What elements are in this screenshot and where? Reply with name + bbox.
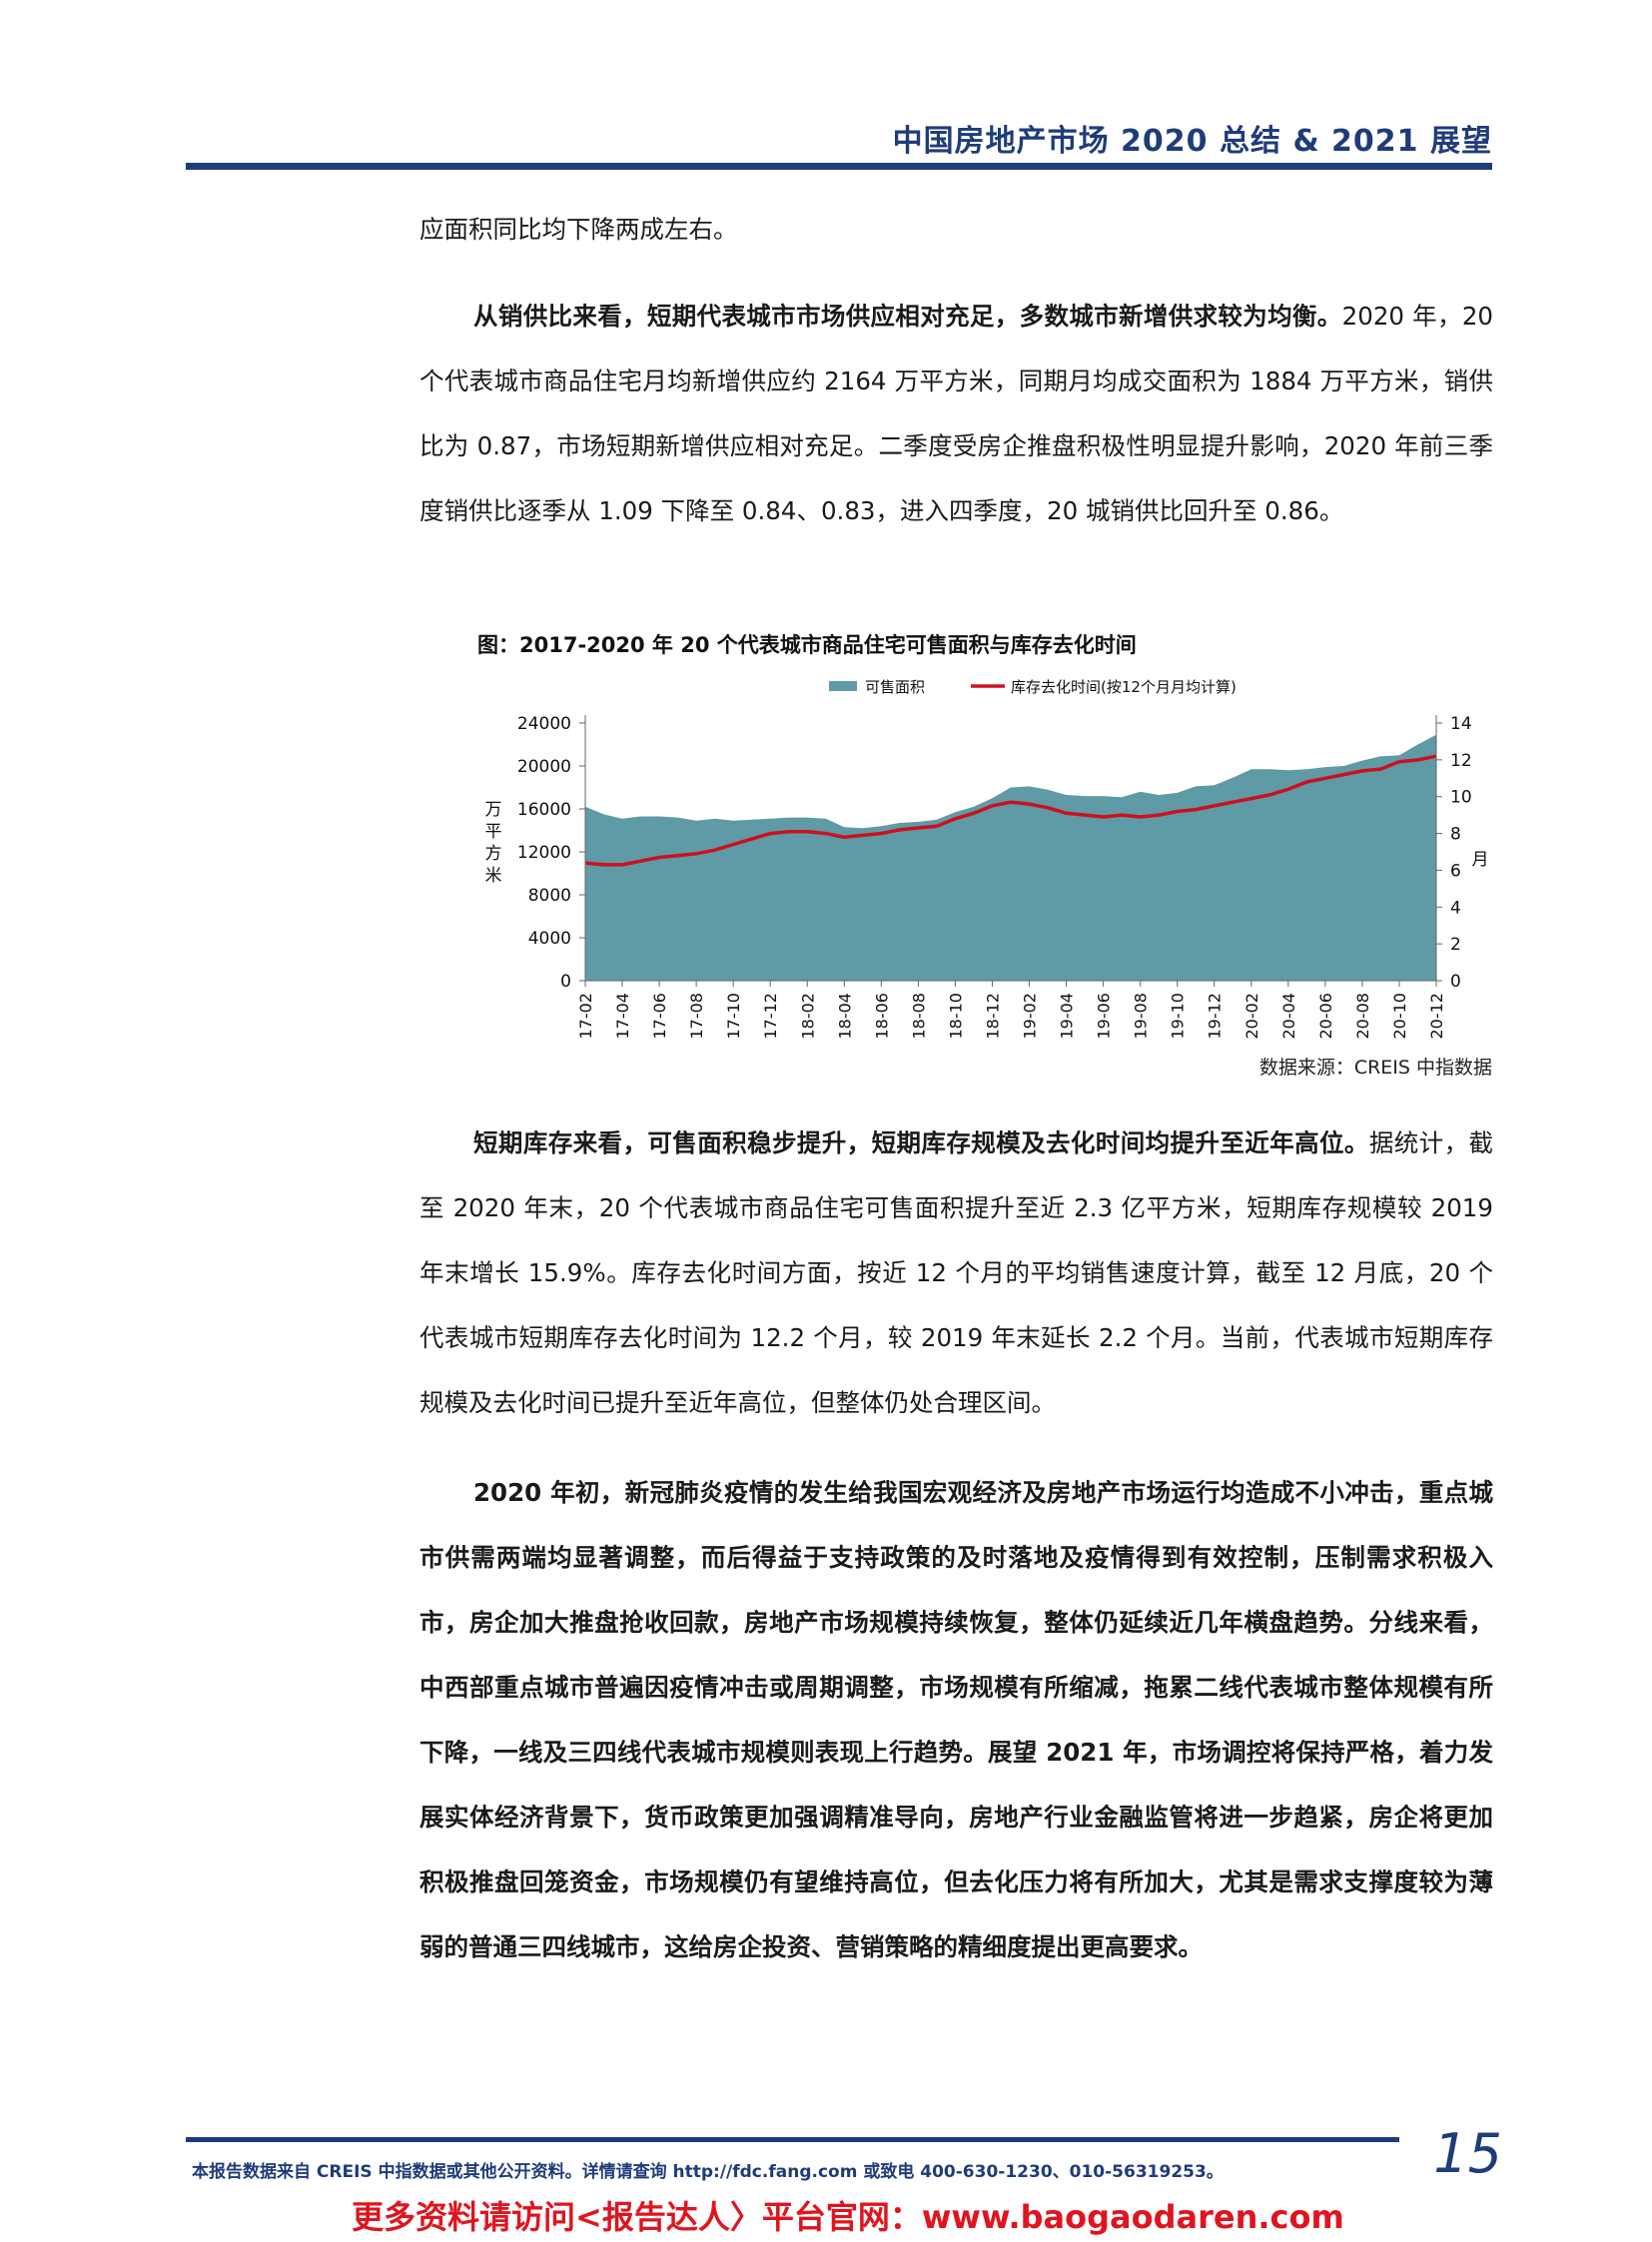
footer-note: 本报告数据来自 CREIS 中指数据或其他公开资料。详情请查询 http://f… — [192, 2162, 1224, 2182]
left-tick-label: 24000 — [517, 714, 571, 734]
left-tick-label: 12000 — [517, 843, 571, 863]
right-tick-label: 6 — [1450, 861, 1461, 881]
left-tick-label: 20000 — [517, 757, 571, 777]
x-tick-label: 20-10 — [1390, 993, 1409, 1040]
right-tick-label: 12 — [1450, 751, 1472, 771]
paragraph-2: 短期库存来看，可售面积稳步提升，短期库存规模及去化时间均提升至近年高位。据统计，… — [419, 1111, 1493, 1435]
x-tick-label: 20-06 — [1316, 993, 1335, 1040]
x-tick-label: 19-06 — [1095, 993, 1114, 1040]
x-tick-label: 19-04 — [1058, 993, 1077, 1040]
left-axis-label-char: 方 — [485, 844, 502, 864]
x-tick-label: 19-10 — [1169, 993, 1188, 1040]
right-axis-label: 月 — [1472, 850, 1489, 870]
paragraph-3: 2020 年初，新冠肺炎疫情的发生给我国宏观经济及房地产市场运行均造成不小冲击，… — [419, 1460, 1493, 1979]
footer-rule — [186, 2137, 1399, 2142]
right-tick-label: 0 — [1450, 972, 1461, 992]
x-tick-label: 18-06 — [872, 993, 891, 1040]
paragraph-1-body: 2020 年，20 个代表城市商品住宅月均新增供应约 2164 万平方米，同期月… — [419, 302, 1493, 525]
promo-link[interactable]: 更多资料请访问<报告达人〉平台官网：www.baogaodaren.com — [352, 2198, 1344, 2236]
left-tick-label: 16000 — [517, 800, 571, 820]
left-axis-label-char: 平 — [485, 822, 502, 842]
x-tick-label: 17-04 — [613, 993, 632, 1040]
figure-title: 图：2017-2020 年 20 个代表城市商品住宅可售面积与库存去化时间 — [477, 633, 1137, 657]
header-rule — [186, 163, 1492, 170]
x-tick-label: 19-08 — [1132, 993, 1151, 1040]
chart: 24000 20000 16000 12000 8000 4000 0 14 12 10 8 6 4 2… — [469, 665, 1498, 1065]
legend-swatch-area — [829, 681, 857, 691]
paragraph-1: 从销供比来看，短期代表城市市场供应相对充足，多数城市新增供求较为均衡。2020 … — [419, 284, 1493, 543]
right-tick-label: 8 — [1450, 825, 1461, 845]
x-tick-label: 17-08 — [687, 993, 706, 1040]
x-tick-label: 17-06 — [650, 993, 669, 1040]
x-tick-label: 18-04 — [835, 993, 854, 1040]
x-tick-label: 17-12 — [761, 993, 780, 1040]
left-tick-label: 0 — [560, 972, 571, 992]
left-axis-label-char: 万 — [485, 800, 502, 820]
left-tick-label: 8000 — [528, 886, 571, 906]
x-tick-label: 17-10 — [724, 993, 743, 1040]
left-tick-label: 4000 — [528, 929, 571, 949]
figure-source: 数据来源：CREIS 中指数据 — [1258, 1057, 1492, 1079]
legend-label-area: 可售面积 — [865, 678, 925, 696]
line-series-destocking-time — [584, 754, 1437, 867]
x-tick-label: 18-08 — [909, 993, 928, 1040]
right-tick-label: 2 — [1450, 935, 1461, 955]
left-axis-label-char: 米 — [485, 866, 502, 886]
x-tick-label: 18-02 — [798, 993, 817, 1040]
x-tick-label: 20-04 — [1279, 993, 1298, 1040]
paragraph-0-text: 应面积同比均下降两成左右。 — [419, 215, 738, 244]
x-tick-label: 20-02 — [1242, 993, 1261, 1040]
x-tick-label: 17-02 — [576, 993, 595, 1040]
right-tick-label: 14 — [1450, 714, 1472, 734]
area-series-available-area — [585, 734, 1436, 981]
chart-svg: 24000 20000 16000 12000 8000 4000 0 14 12 10 8 6 4 2… — [485, 678, 1489, 1040]
x-tick-label: 20-12 — [1427, 993, 1446, 1040]
legend-label-line: 库存去化时间(按12个月月均计算) — [1011, 678, 1237, 696]
page-number: 15 — [1433, 2122, 1502, 2185]
x-tick-label: 20-08 — [1353, 993, 1372, 1040]
header-title: 中国房地产市场 2020 总结 & 2021 展望 — [892, 124, 1492, 159]
x-tick-label: 19-02 — [1021, 993, 1040, 1040]
paragraph-1-lead: 从销供比来看，短期代表城市市场供应相对充足，多数城市新增供求较为均衡。 — [473, 302, 1342, 331]
x-tick-label: 18-12 — [983, 993, 1002, 1040]
x-tick-label: 19-12 — [1206, 993, 1225, 1040]
right-tick-label: 10 — [1450, 788, 1472, 808]
paragraph-0: 应面积同比均下降两成左右。 — [419, 197, 1493, 262]
paragraph-2-body: 据统计，截至 2020 年末，20 个代表城市商品住宅可售面积提升至近 2.3 … — [419, 1128, 1494, 1417]
paragraph-3-text: 2020 年初，新冠肺炎疫情的发生给我国宏观经济及房地产市场运行均造成不小冲击，… — [419, 1478, 1493, 1961]
x-tick-label: 18-10 — [946, 993, 965, 1040]
paragraph-2-lead: 短期库存来看，可售面积稳步提升，短期库存规模及去化时间均提升至近年高位。 — [473, 1128, 1369, 1157]
right-tick-label: 4 — [1450, 898, 1461, 918]
